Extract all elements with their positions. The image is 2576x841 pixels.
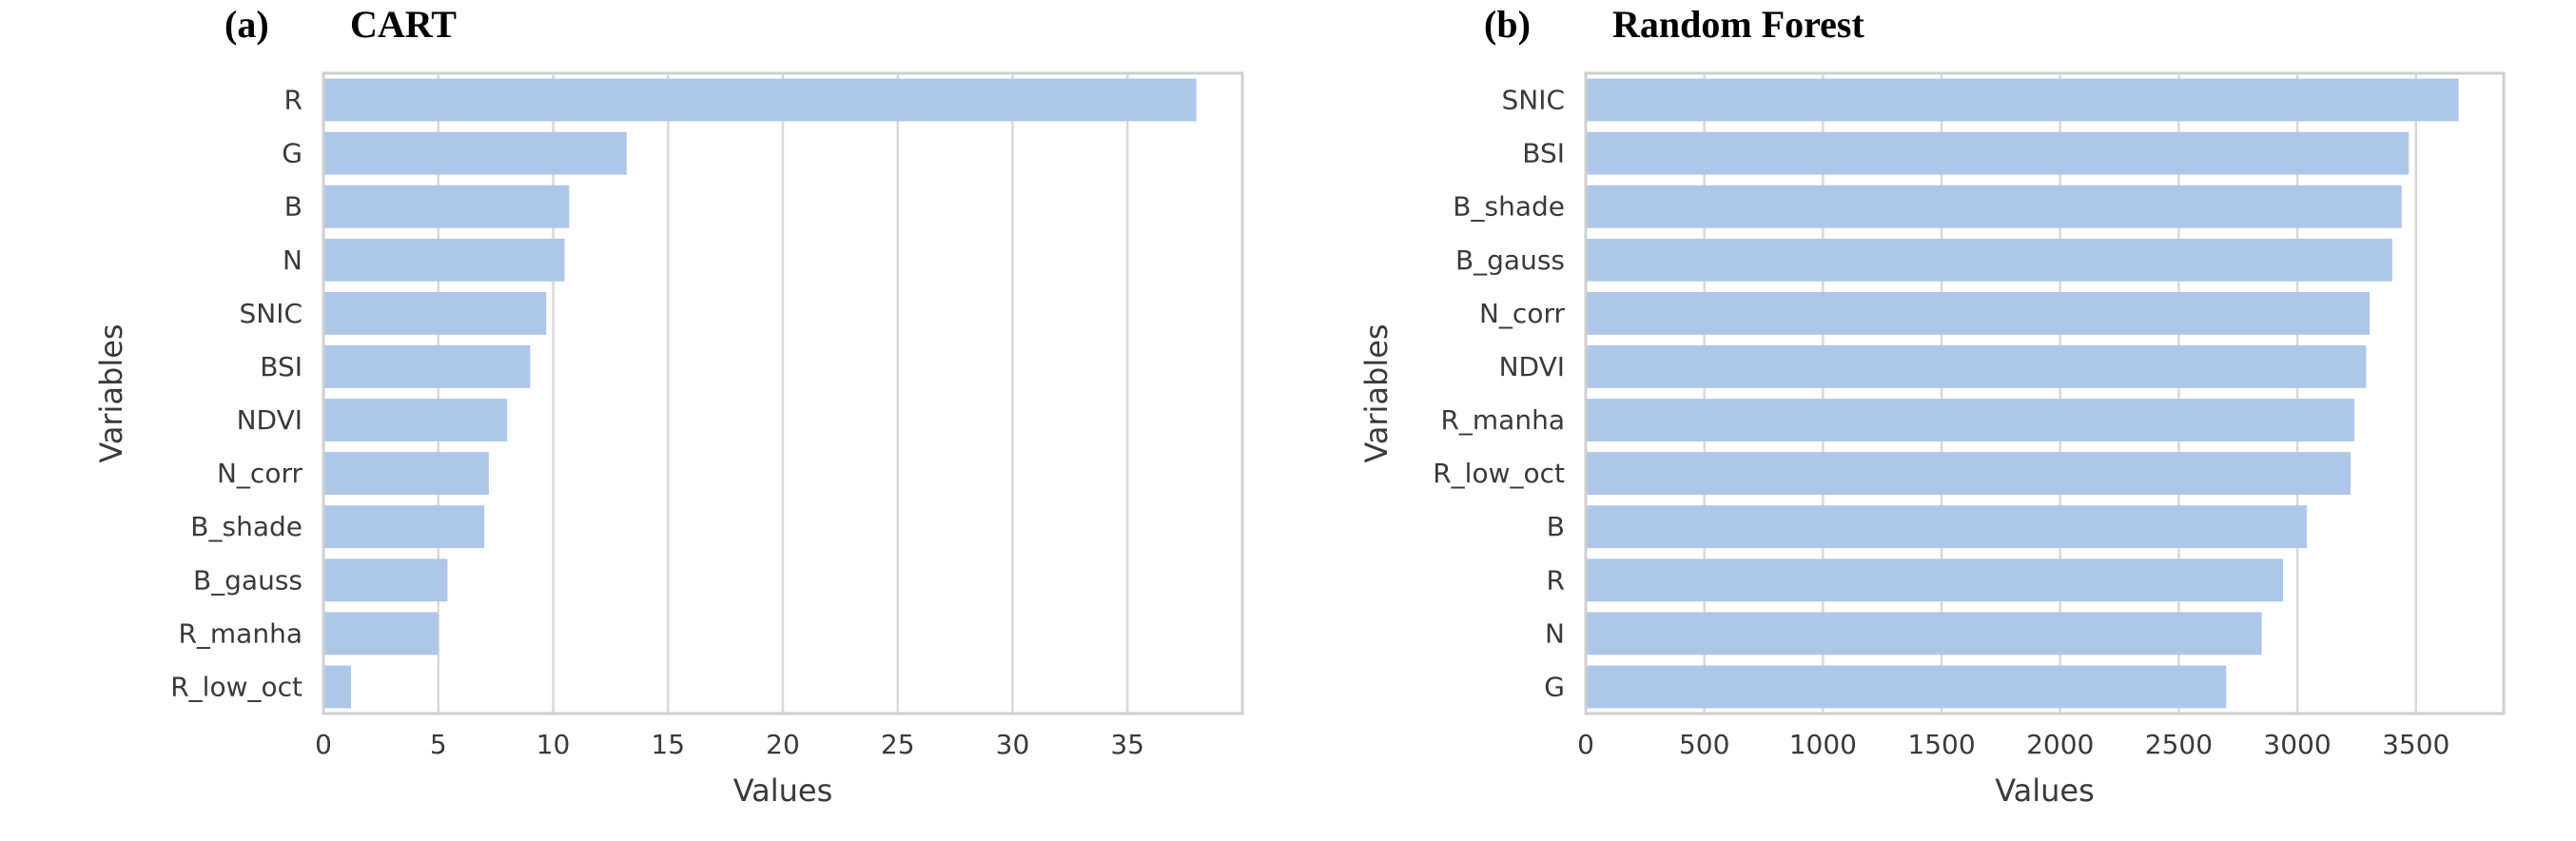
chart0-x-tick-label-4: 20: [766, 729, 800, 760]
chart1-category-label-10: N: [1545, 617, 1565, 649]
chart0-category-label-0: R: [284, 85, 302, 116]
chart0-bar-8: [323, 505, 485, 549]
chart1-bar-1: [1586, 131, 2410, 175]
chart1-bar-7: [1586, 452, 2352, 496]
chart1-category-label-5: NDVI: [1499, 351, 1565, 382]
chart1-category-label-1: BSI: [1522, 138, 1565, 169]
chart1-x-tick-label-1: 500: [1679, 729, 1729, 760]
chart1-x-tick-label-6: 3000: [2263, 729, 2331, 760]
chart0-x-tick-label-5: 25: [881, 729, 915, 760]
chart1-bar-4: [1586, 291, 2371, 335]
chart1-bar-0: [1586, 78, 2459, 122]
chart0-x-tick-label-0: 0: [315, 729, 332, 760]
chart1-x-axis-label: Values: [1995, 773, 2095, 809]
chart0-category-label-3: N: [283, 244, 302, 276]
chart1-category-label-11: G: [1544, 671, 1565, 702]
panel-a-title: CART: [350, 3, 457, 46]
chart1-y-axis-label: Variables: [1358, 323, 1395, 462]
chart0-bar-11: [323, 665, 351, 709]
chart1-x-tick-label-5: 2500: [2145, 729, 2213, 760]
chart0-bar-9: [323, 558, 448, 602]
chart1-category-label-7: R_low_oct: [1433, 458, 1565, 489]
chart1-bar-2: [1586, 185, 2402, 228]
chart0-bar-0: [323, 78, 1197, 122]
chart1-category-label-3: B_gauss: [1455, 244, 1565, 276]
chart1-bar-6: [1586, 399, 2354, 441]
chart0-x-tick-label-1: 5: [430, 729, 447, 760]
chart0-x-tick-label-2: 10: [537, 729, 571, 760]
chart0-category-label-5: BSI: [260, 351, 302, 382]
chart1-bar-3: [1586, 238, 2392, 282]
random-forest-chart: SNIC BSI B_shade B_gauss N_corr NDVI R_manha R_…: [1358, 71, 2506, 809]
chart0-category-label-4: SNIC: [239, 298, 302, 329]
chart1-category-label-4: N_corr: [1479, 298, 1565, 329]
chart1-category-label-9: R: [1547, 564, 1565, 596]
chart0-bar-4: [323, 291, 547, 335]
chart0-plot-frame: [322, 71, 1244, 715]
chart0-x-tick-label-3: 15: [651, 729, 685, 760]
chart1-bar-10: [1586, 612, 2262, 655]
chart1-x-tick-label-0: 0: [1577, 729, 1594, 760]
chart1-bar-5: [1586, 345, 2367, 388]
chart0-bar-10: [323, 612, 439, 655]
chart0-x-tick-label-6: 30: [996, 729, 1030, 760]
chart0-category-label-9: B_gauss: [193, 564, 302, 596]
chart0-x-tick-label-7: 35: [1110, 729, 1144, 760]
chart0-bar-5: [323, 345, 531, 388]
chart0-category-label-11: R_low_oct: [170, 671, 302, 702]
chart0-bar-6: [323, 399, 508, 441]
chart0-category-label-1: G: [282, 138, 302, 169]
chart1-category-label-6: R_manha: [1440, 404, 1565, 436]
chart1-bar-11: [1586, 665, 2227, 709]
panel-b-title: Random Forest: [1612, 3, 1864, 46]
chart1-category-label-2: B_shade: [1453, 191, 1565, 223]
chart1-bar-8: [1586, 505, 2308, 549]
chart1-x-tick-label-3: 1500: [1907, 729, 1975, 760]
chart0-category-label-8: B_shade: [190, 511, 302, 542]
chart1-x-tick-label-2: 1000: [1789, 729, 1857, 760]
chart1-category-label-8: B: [1547, 511, 1565, 542]
chart1-bar-9: [1586, 558, 2284, 602]
chart0-category-label-7: N_corr: [217, 458, 302, 489]
chart1-plot-frame: [1584, 71, 2506, 715]
chart0-y-axis-label: Variables: [93, 323, 129, 462]
chart0-category-label-2: B: [284, 191, 302, 223]
chart1-category-label-0: SNIC: [1501, 85, 1565, 116]
chart0-bar-3: [323, 238, 565, 282]
chart0-bar-1: [323, 131, 627, 175]
chart0-category-label-10: R_manha: [178, 617, 302, 649]
panel-b-letter: (b): [1484, 3, 1531, 46]
chart0-category-label-6: NDVI: [237, 404, 302, 436]
chart0-bar-2: [323, 185, 570, 228]
chart1-x-tick-label-4: 2000: [2026, 729, 2094, 760]
panel-a-letter: (a): [224, 3, 269, 46]
chart0-bar-7: [323, 452, 489, 496]
chart0-x-axis-label: Values: [733, 773, 833, 809]
chart1-x-tick-label-7: 3500: [2382, 729, 2449, 760]
